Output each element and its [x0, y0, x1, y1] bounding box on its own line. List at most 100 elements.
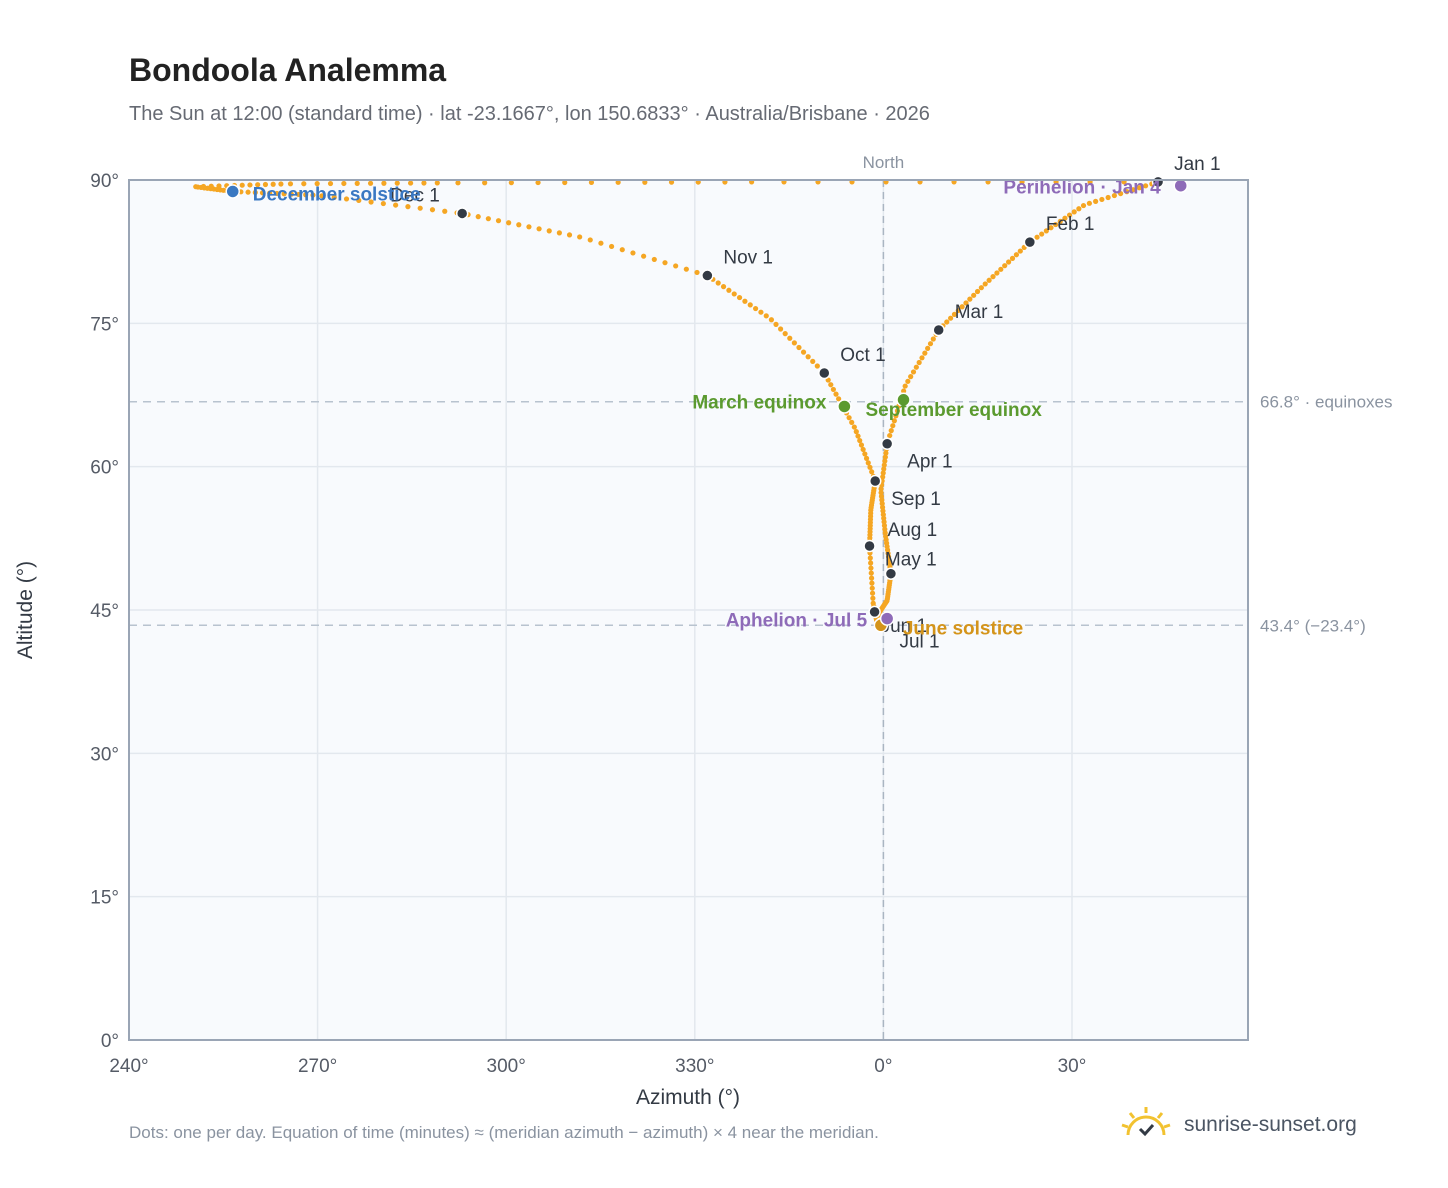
daily-dot: [417, 205, 423, 211]
daily-dot: [239, 182, 245, 188]
daily-dot: [1006, 259, 1012, 265]
daily-dot: [598, 240, 604, 246]
daily-dot: [485, 216, 491, 222]
daily-dot: [630, 250, 636, 256]
daily-dot: [878, 486, 884, 492]
daily-dot: [910, 369, 917, 375]
daily-dot: [475, 214, 481, 220]
daily-dot: [193, 184, 199, 190]
x-tick-label: 240°: [109, 1056, 148, 1077]
daily-dot: [867, 555, 873, 561]
daily-dot: [726, 287, 732, 293]
month-marker: [701, 269, 714, 282]
daily-dot: [270, 181, 276, 187]
daily-dot: [925, 345, 931, 351]
daily-dot: [888, 428, 894, 434]
y-axis-label: Altitude (°): [14, 561, 37, 659]
daily-dot: [998, 266, 1004, 272]
daily-dot: [281, 191, 287, 197]
month-marker: [455, 207, 469, 220]
daily-dot: [1086, 200, 1092, 206]
daily-dot: [869, 469, 875, 475]
daily-dot: [1057, 218, 1063, 224]
daily-dot: [356, 197, 362, 204]
daily-dot: [868, 570, 874, 576]
daily-dot: [891, 418, 897, 424]
daily-dot: [577, 234, 583, 240]
daily-dot: [894, 408, 901, 414]
daily-dot: [683, 266, 689, 272]
daily-dot: [791, 340, 797, 346]
daily-dot: [327, 180, 334, 187]
daily-dot: [901, 388, 907, 394]
daily-dot: [380, 200, 386, 207]
month-label: Apr 1: [907, 452, 952, 473]
daily-dot: [927, 341, 934, 347]
month-label: Feb 1: [1046, 214, 1095, 235]
daily-dot: [833, 391, 839, 397]
daily-dot: [768, 317, 775, 323]
daily-dot: [1130, 187, 1136, 193]
daily-dot: [867, 464, 873, 470]
daily-dot: [200, 183, 207, 190]
daily-dot: [800, 349, 807, 355]
daily-dot: [367, 180, 374, 186]
daily-dot: [777, 326, 784, 332]
month-label: Oct 1: [840, 345, 885, 366]
daily-dot: [913, 364, 919, 370]
daily-dot: [986, 277, 992, 283]
daily-dot: [1143, 183, 1149, 189]
daily-dot: [880, 470, 886, 476]
daily-dot: [651, 256, 657, 263]
daily-dot: [495, 218, 502, 224]
daily-dot: [1013, 252, 1020, 258]
daily-dot: [857, 437, 863, 444]
daily-dot: [562, 179, 568, 186]
meridian-label: North: [863, 153, 905, 172]
event-markers: December solstice June solstice March equi…: [225, 178, 1188, 639]
daily-dot: [421, 180, 427, 186]
daily-dot: [314, 181, 320, 187]
daily-dot: [944, 319, 950, 325]
daily-dot: [1076, 206, 1082, 212]
daily-dot: [971, 292, 977, 298]
daily-dot: [967, 296, 973, 302]
daily-dot: [588, 179, 595, 186]
daily-dot: [1099, 196, 1105, 203]
axis-ticks: 240° 270° 300° 330° 0° 30° 0° 15° 30° 45° 60° 75° 90…: [90, 171, 1086, 1077]
daily-dot: [341, 180, 347, 187]
daily-dot: [758, 309, 764, 315]
month-label: May 1: [885, 550, 937, 571]
daily-dot: [982, 281, 988, 287]
daily-dot: [1039, 231, 1045, 237]
daily-dot: [974, 288, 981, 295]
daily-dot: [1124, 189, 1130, 195]
month-label: Sep 1: [891, 489, 941, 510]
daily-dot: [868, 575, 875, 581]
daily-dot: [773, 321, 779, 327]
daily-dot: [301, 181, 307, 187]
daily-dot: [919, 355, 925, 361]
daily-dot: [951, 311, 958, 317]
x-tick-label: 270°: [298, 1056, 337, 1077]
x-tick-label: 330°: [675, 1056, 714, 1077]
brand-logo[interactable]: sunrise-sunset.org: [1120, 1100, 1357, 1150]
daily-dot: [830, 386, 837, 393]
daily-dot: [1080, 202, 1087, 209]
daily-dot: [408, 180, 414, 186]
daily-dot: [516, 222, 522, 228]
daily-dot: [782, 331, 788, 337]
x-axis-label: Azimuth (°): [636, 1086, 740, 1109]
daily-dot: [978, 285, 984, 291]
daily-dot: [862, 451, 868, 457]
y-tick-label: 60°: [90, 458, 119, 479]
month-label: Jan 1: [1174, 154, 1220, 175]
daily-dot: [288, 191, 294, 197]
daily-dot: [881, 466, 887, 472]
daily-dot: [295, 191, 302, 198]
daily-dot: [267, 190, 273, 196]
y-tick-label: 0°: [101, 1031, 119, 1052]
y-tick-label: 75°: [90, 314, 119, 335]
daily-dot: [869, 585, 875, 591]
